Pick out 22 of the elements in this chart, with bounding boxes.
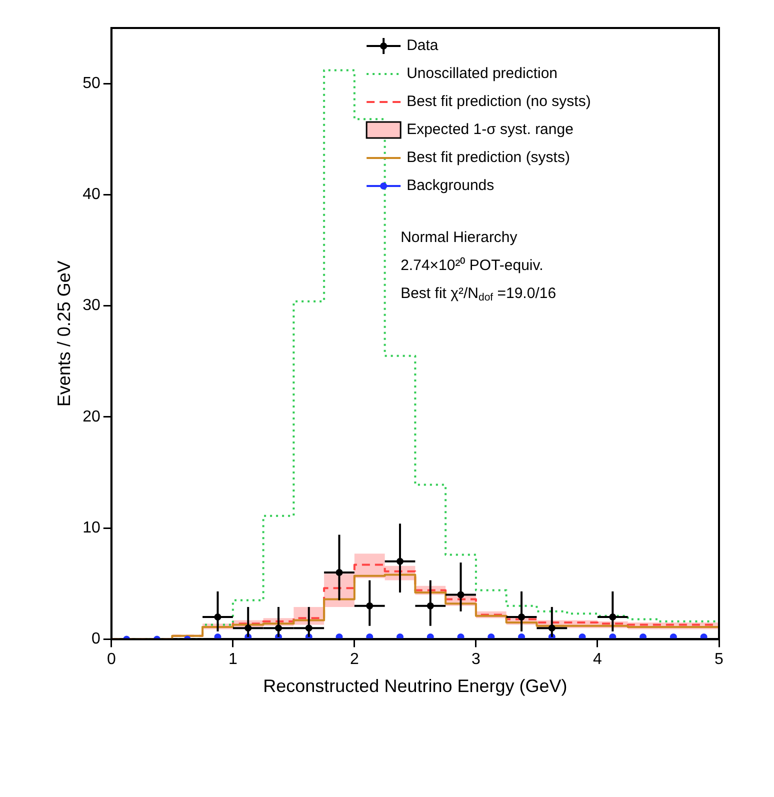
legend-label: Best fit prediction (systs) (406, 149, 570, 166)
y-tick-label: 40 (82, 186, 100, 204)
y-tick-label: 20 (82, 408, 100, 426)
x-axis-title: Reconstructed Neutrino Energy (GeV) (263, 676, 568, 696)
x-tick-label: 5 (714, 651, 724, 668)
y-tick-label: 30 (82, 297, 100, 314)
legend-label: Unoscillated prediction (406, 65, 558, 82)
legend-label: Backgrounds (406, 177, 494, 194)
x-tick-label: 1 (228, 651, 238, 668)
legend-label: Best fit prediction (no systs) (406, 93, 591, 110)
y-tick-label: 50 (82, 74, 100, 92)
x-tick-label: 3 (472, 651, 481, 668)
y-tick-label: 10 (82, 519, 100, 536)
x-tick-label: 2 (350, 651, 359, 668)
x-tick-label: 0 (106, 651, 116, 668)
legend-label: Expected 1-σ syst. range (406, 121, 574, 138)
legend-label: Data (406, 37, 439, 54)
x-tick-label: 4 (593, 651, 602, 668)
annotation: 2.74×10²⁰ POT-equiv. (400, 257, 544, 274)
y-tick-label: 0 (91, 630, 100, 648)
annotation: Normal Hierarchy (400, 229, 518, 246)
y-axis-title: Events / 0.25 GeV (54, 260, 74, 407)
